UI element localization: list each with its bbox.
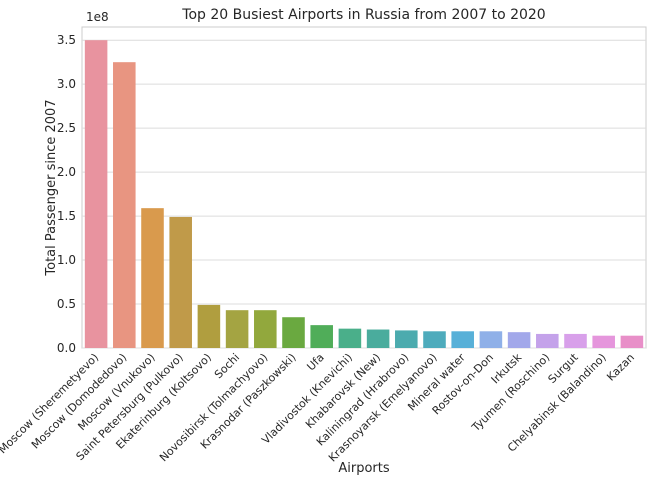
y-tick-label: 2.5 xyxy=(57,121,76,135)
chart-title: Top 20 Busiest Airports in Russia from 2… xyxy=(181,7,545,23)
x-tick-label: Kazan xyxy=(604,351,637,384)
bar xyxy=(197,304,221,348)
bar xyxy=(592,335,615,348)
bar xyxy=(536,333,559,348)
bar xyxy=(310,325,333,348)
y-tick-label: 0.0 xyxy=(57,341,76,355)
bar xyxy=(366,329,390,348)
bar xyxy=(395,330,418,348)
bar xyxy=(451,331,474,348)
y-tick-label: 2.0 xyxy=(57,165,76,179)
bar xyxy=(479,331,503,348)
plot-area xyxy=(81,26,647,349)
x-tick-labels: Moscow (Sheremetyevo)Moscow (Domodedovo)… xyxy=(0,350,637,464)
y-tick-label: 0.5 xyxy=(57,297,76,311)
y-tick-labels: 0.0 0.5 1.0 1.5 2.0 2.5 3.0 3.5 xyxy=(57,33,76,355)
bar xyxy=(225,310,249,348)
y-offset-label: 1e8 xyxy=(86,10,109,24)
bar xyxy=(113,62,136,349)
bar xyxy=(423,331,446,348)
bar xyxy=(84,40,108,349)
y-axis-label: Total Passenger since 2007 xyxy=(44,99,59,276)
bars xyxy=(84,40,644,349)
bar xyxy=(141,208,164,348)
bar xyxy=(564,333,587,348)
bar xyxy=(620,335,644,348)
bar xyxy=(169,216,192,348)
x-axis-label: Airports xyxy=(338,461,389,476)
y-tick-label: 1.5 xyxy=(57,209,76,223)
bar xyxy=(282,317,305,348)
bar xyxy=(507,332,531,348)
y-tick-label: 1.0 xyxy=(57,253,76,267)
bar xyxy=(338,328,362,348)
bar xyxy=(254,310,277,348)
y-tick-label: 3.5 xyxy=(57,33,76,47)
y-tick-label: 3.0 xyxy=(57,77,76,91)
x-tick-label: Ufa xyxy=(304,351,326,373)
